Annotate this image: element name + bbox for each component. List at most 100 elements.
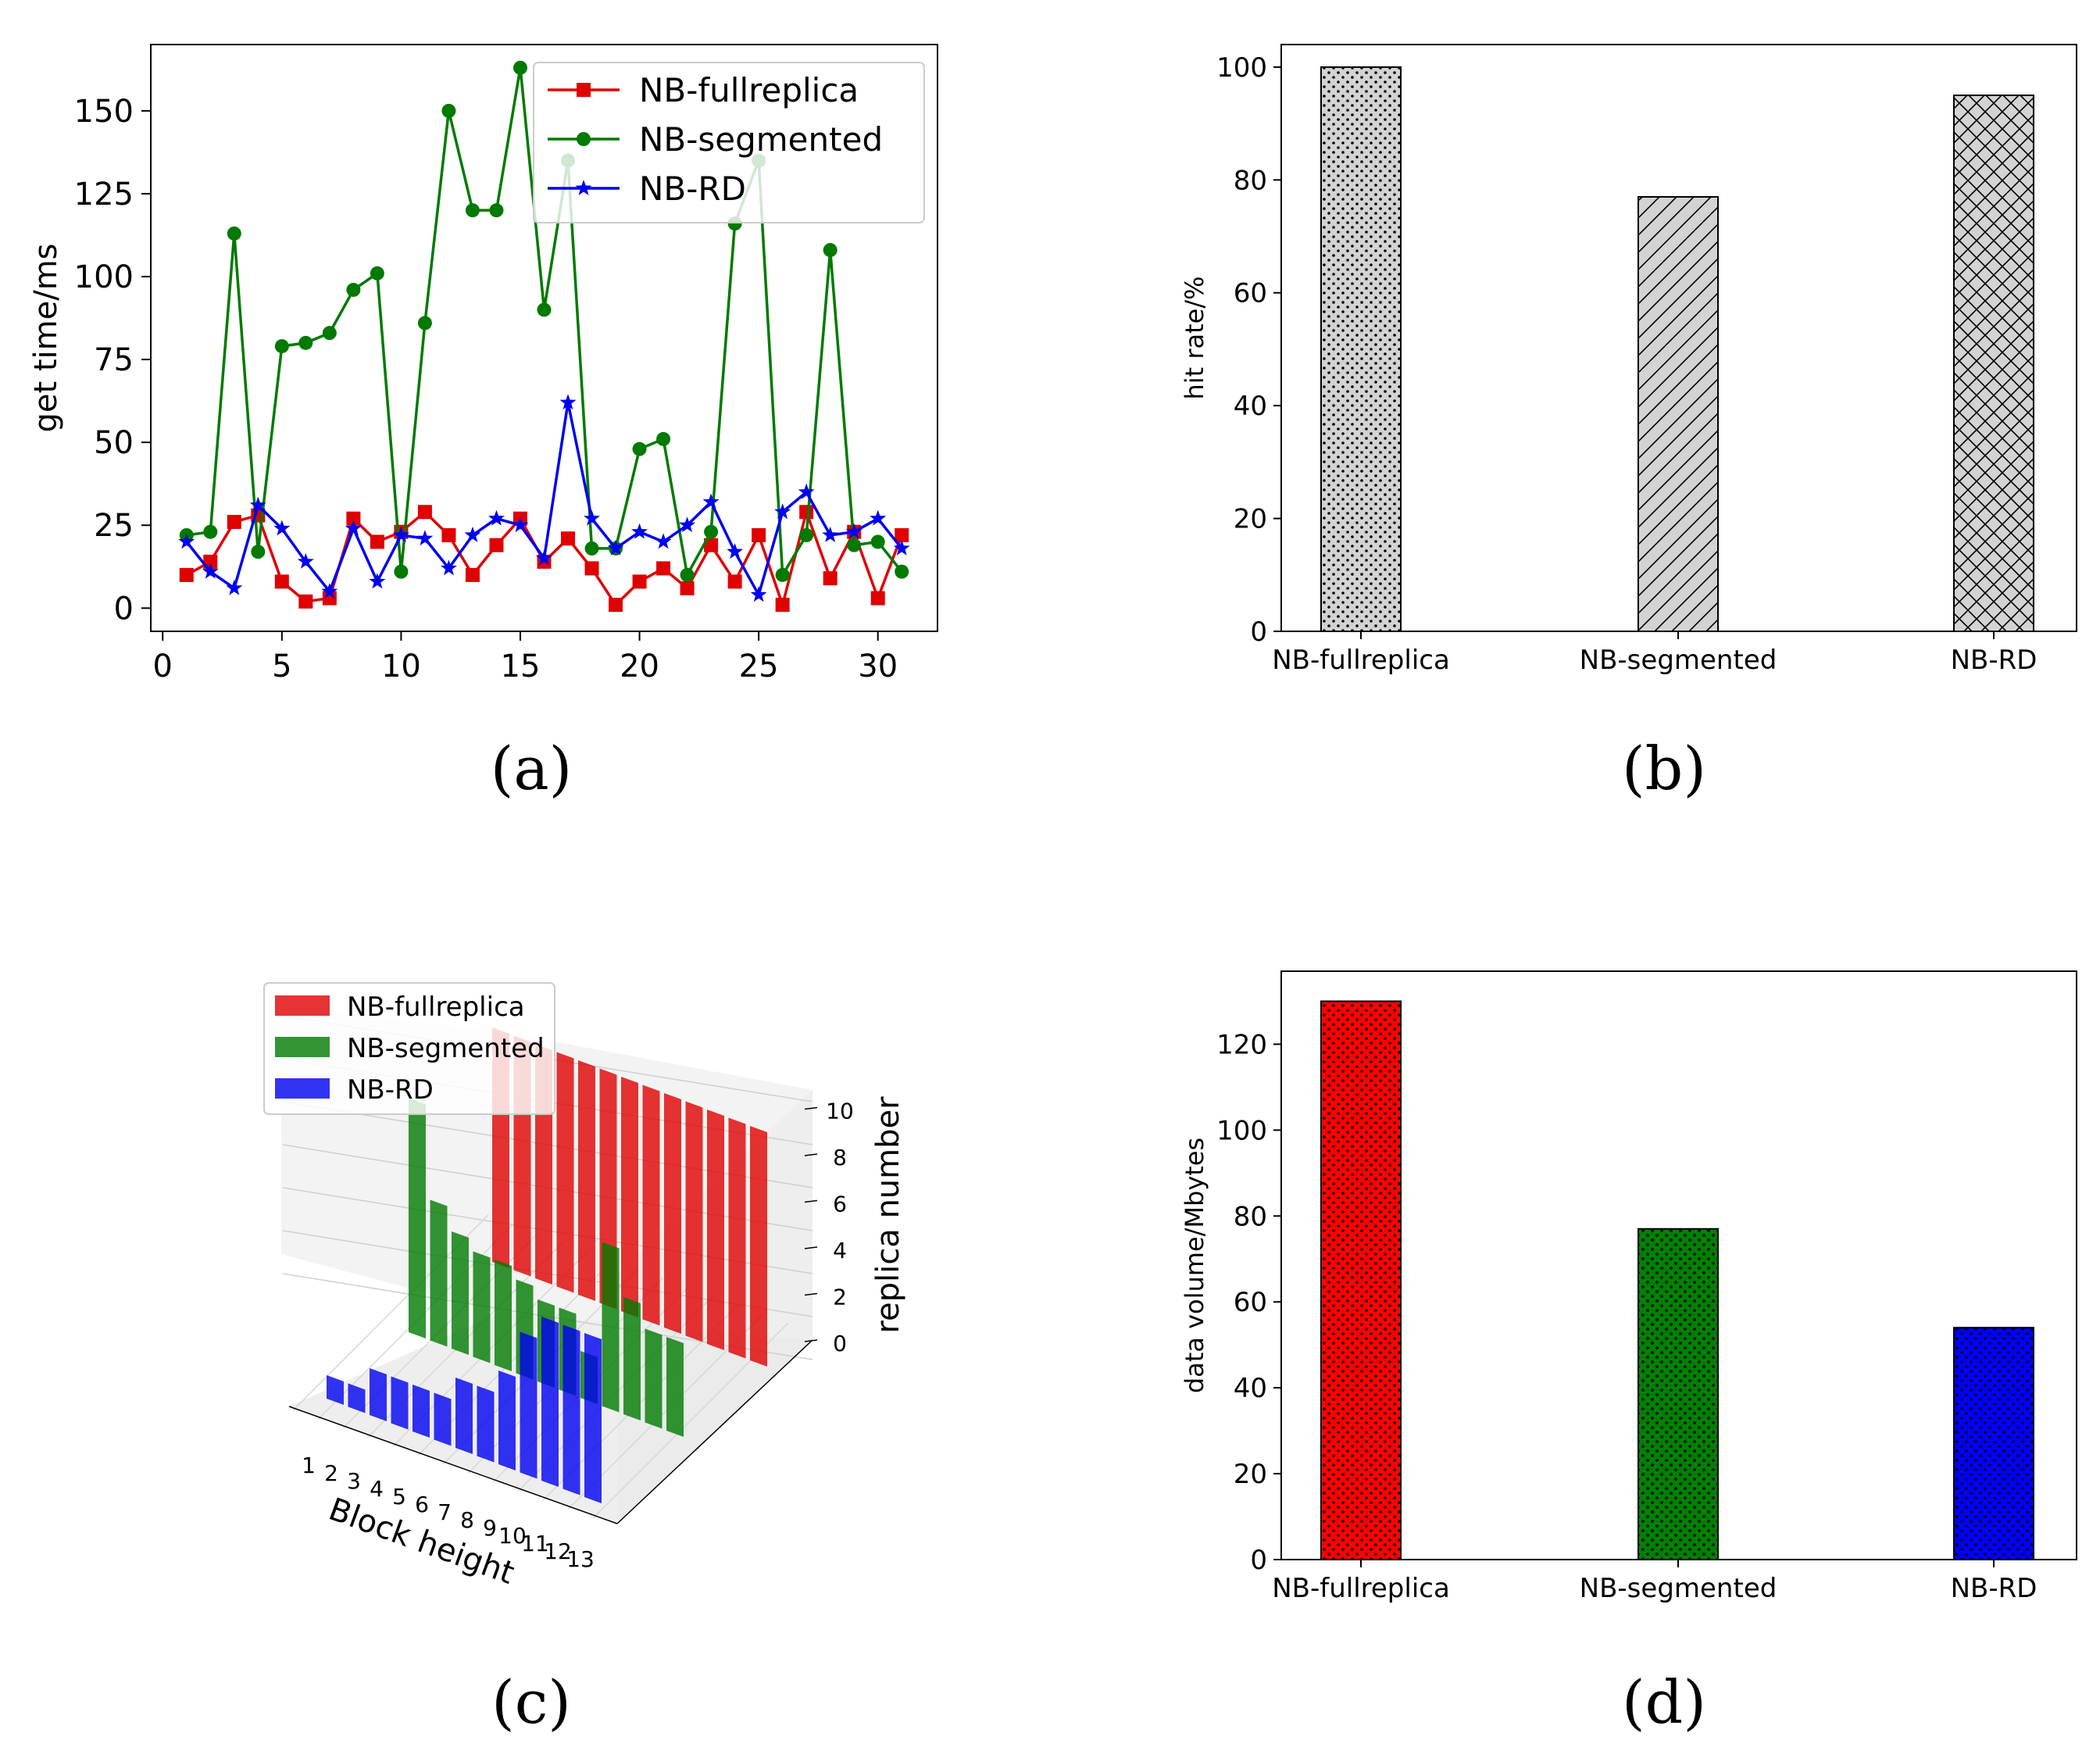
point-NB-RD-14 — [488, 509, 505, 526]
point-NB-segmented-21 — [656, 431, 671, 446]
y-tick-label-d: 60 — [1234, 1287, 1267, 1318]
y-tick-label-b: 20 — [1234, 504, 1267, 535]
point-NB-segmented-2 — [203, 524, 218, 539]
x-tick-label-c: 1 — [302, 1453, 316, 1478]
bar3d-NB-RD-3 — [370, 1368, 387, 1421]
bar3d-NB-segmented-5 — [495, 1260, 512, 1371]
bar-NB-RD — [1953, 1327, 2034, 1560]
y-tick-label-a: 75 — [94, 342, 134, 378]
x-tick-label-a: 0 — [153, 649, 173, 684]
point-NB-fullreplica-6 — [298, 594, 313, 609]
panel-d-bar-chart: NB-fullreplica NB-segmented NB-RD 0 20 40 60 80… — [1180, 970, 2077, 1604]
bar3d-NB-RD-13 — [584, 1333, 602, 1503]
point-NB-segmented-20 — [632, 441, 647, 456]
point-NB-RD-20 — [631, 523, 648, 539]
point-NB-RD-7 — [321, 583, 338, 599]
y-tick-label-a: 50 — [94, 425, 134, 461]
x-tick-label-b: NB-fullreplica — [1272, 645, 1450, 676]
legend-label-a: NB-fullreplica — [639, 71, 859, 109]
caption-a: (a) — [491, 734, 573, 803]
z-tick-mark-c — [804, 1106, 818, 1110]
bar-NB-fullreplica — [1320, 1000, 1402, 1561]
point-NB-segmented-26 — [775, 567, 790, 582]
legend-label-c: NB-fullreplica — [347, 992, 525, 1023]
point-NB-RD-23 — [702, 493, 720, 509]
x-tick-label-b: NB-RD — [1951, 645, 2038, 676]
bar3d-NB-RD-9 — [498, 1370, 516, 1470]
legend-marker-a — [577, 132, 591, 146]
x-tick-label-c: 9 — [483, 1515, 497, 1541]
point-NB-RD-11 — [416, 530, 434, 546]
legend-marker-a — [575, 180, 592, 195]
x-tick-label-c: 10 — [498, 1523, 527, 1549]
x-tick-label-d: NB-segmented — [1580, 1573, 1777, 1604]
x-tick-label-c: 4 — [370, 1476, 384, 1502]
point-NB-segmented-16 — [537, 302, 552, 317]
bar3d-NB-segmented-1 — [409, 1098, 426, 1338]
point-NB-segmented-23 — [704, 524, 719, 539]
bar3d-NB-fullreplica-7 — [621, 1077, 638, 1317]
point-NB-RD-22 — [679, 516, 696, 533]
y-tick-label-b: 100 — [1216, 52, 1267, 84]
x-tick-label-c: 8 — [460, 1507, 474, 1533]
point-NB-fullreplica-31 — [895, 527, 909, 542]
bar3d-NB-RD-7 — [455, 1378, 473, 1454]
point-NB-segmented-15 — [512, 60, 527, 75]
bar3d-NB-RD-12 — [562, 1324, 580, 1495]
point-NB-fullreplica-27 — [799, 505, 814, 520]
point-NB-fullreplica-14 — [489, 538, 504, 552]
bar3d-NB-RD-8 — [477, 1385, 495, 1463]
point-NB-fullreplica-17 — [561, 531, 576, 546]
bar3d-NB-fullreplica-12 — [728, 1117, 746, 1359]
bar3d-NB-RD-4 — [391, 1376, 409, 1430]
bar3d-NB-fullreplica-10 — [685, 1101, 703, 1342]
z-tick-label-c: 6 — [833, 1192, 847, 1217]
series3d-NB-RD — [327, 1317, 602, 1503]
point-NB-RD-31 — [893, 539, 910, 556]
point-NB-segmented-31 — [895, 564, 909, 579]
point-NB-fullreplica-9 — [370, 534, 384, 549]
point-NB-fullreplica-24 — [727, 574, 742, 589]
legend-a — [533, 62, 925, 223]
y-tick-label-a: 125 — [74, 177, 134, 213]
point-NB-RD-19 — [607, 539, 624, 556]
y-tick-label-a: 150 — [74, 94, 134, 130]
x-tick-label-c: 13 — [566, 1546, 595, 1572]
bar-NB-RD — [1953, 94, 2034, 633]
bar3d-NB-segmented-11 — [623, 1297, 641, 1420]
bar3d-NB-segmented-13 — [666, 1337, 684, 1437]
legend-label-c: NB-segmented — [347, 1033, 545, 1064]
point-NB-fullreplica-20 — [632, 574, 647, 589]
point-NB-segmented-28 — [823, 243, 838, 258]
point-NB-RD-10 — [392, 527, 409, 542]
point-NB-segmented-22 — [680, 567, 695, 582]
panel-a-line-chart: 0 5 10 15 20 25 30 0 25 50 75 100 125 150 get time/ms N… — [28, 44, 938, 684]
caption-d: (d) — [1622, 1667, 1706, 1737]
point-NB-fullreplica-19 — [609, 598, 623, 613]
point-NB-RD-8 — [345, 520, 362, 536]
point-NB-RD-16 — [536, 549, 552, 566]
point-NB-segmented-14 — [489, 203, 504, 218]
point-NB-fullreplica-8 — [346, 511, 361, 526]
bar-NB-fullreplica — [1320, 66, 1402, 632]
x-tick-label-a: 15 — [501, 649, 541, 684]
y-tick-label-a: 100 — [74, 259, 134, 295]
point-NB-segmented-13 — [465, 203, 480, 218]
series-NB-RD — [178, 394, 910, 602]
panel-b-bar-chart: NB-fullreplica NB-segmented NB-RD 0 20 40 60 80… — [1180, 44, 2077, 676]
point-NB-RD-17 — [559, 394, 577, 410]
z-tick-mark-c — [804, 1153, 818, 1156]
y-axis-label-a: get time/ms — [28, 243, 64, 432]
y-tick-label-d: 80 — [1234, 1201, 1267, 1232]
point-NB-segmented-3 — [227, 226, 241, 241]
point-NB-RD-13 — [464, 527, 481, 542]
point-NB-RD-28 — [822, 527, 839, 542]
y-axis-label-d: data volume/Mbytes — [1180, 1138, 1209, 1393]
legend-swatch-c — [275, 1078, 330, 1099]
legend-marker-a — [577, 83, 591, 97]
legend-label-a: NB-RD — [639, 170, 746, 208]
bar3d-NB-RD-2 — [348, 1383, 366, 1413]
point-NB-segmented-10 — [394, 564, 409, 579]
y-tick-label-a: 0 — [114, 591, 134, 627]
point-NB-fullreplica-13 — [465, 567, 480, 582]
